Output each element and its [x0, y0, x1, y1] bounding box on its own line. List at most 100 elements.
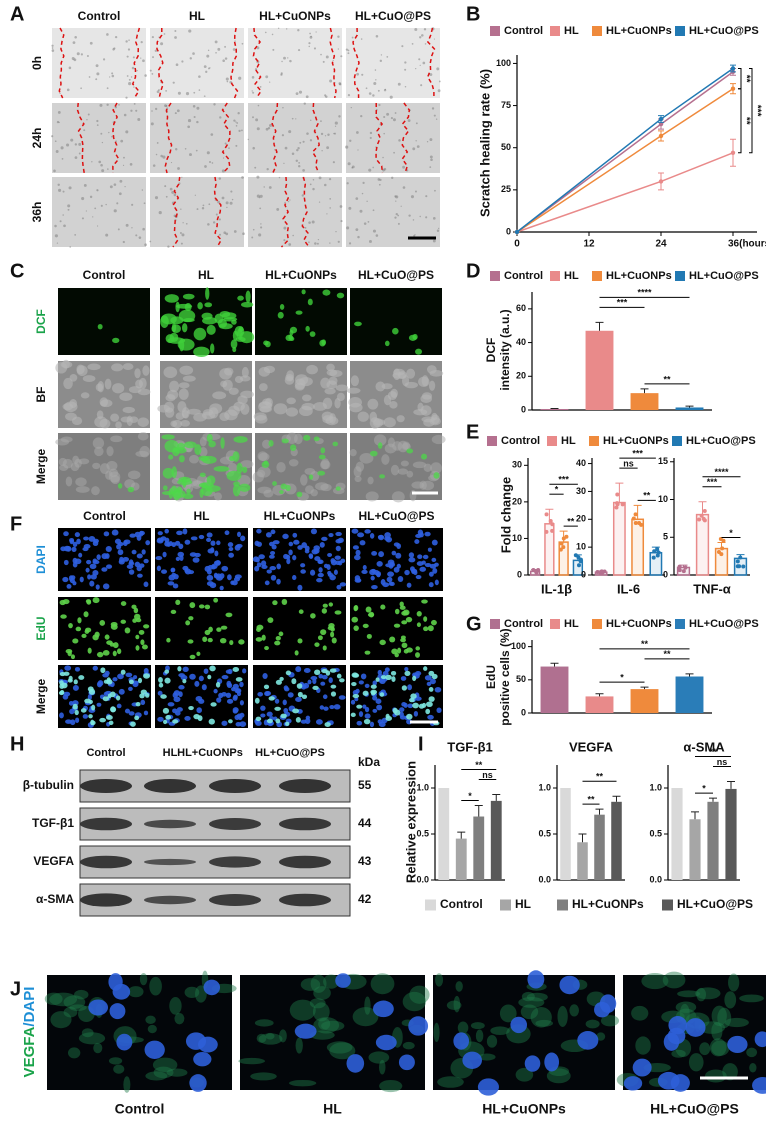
cell [169, 380, 180, 393]
cell-speck [308, 45, 311, 48]
cell [63, 377, 73, 390]
cell [364, 713, 371, 719]
error-bar [578, 833, 587, 843]
group-header: HL [189, 9, 205, 23]
cell-speck [359, 209, 363, 213]
cell [263, 684, 270, 690]
cell [169, 997, 182, 1015]
legend-label: HL+CuO@PS [689, 270, 759, 282]
blot-band [144, 779, 196, 793]
cell [92, 462, 101, 470]
cell-speck [357, 149, 359, 151]
cell-speck [163, 33, 166, 35]
cell-speck [187, 125, 191, 129]
cell-speck [118, 103, 120, 106]
cell [350, 712, 356, 718]
cell [86, 599, 92, 605]
cell-speck [117, 228, 120, 231]
cell-speck [259, 86, 262, 88]
cell [169, 332, 179, 343]
replicate-dot [697, 517, 702, 522]
cell [145, 1071, 168, 1081]
cell [671, 1049, 686, 1058]
y-tick-label: 0.0 [416, 874, 429, 884]
cell [78, 675, 85, 680]
cell [724, 991, 737, 1009]
cell [631, 1005, 649, 1021]
cell [123, 1076, 131, 1093]
cell [430, 678, 436, 685]
cell-speck [187, 118, 192, 123]
cell [72, 684, 79, 691]
cell [361, 569, 368, 575]
cell-speck [429, 73, 433, 77]
cell-speck [397, 214, 400, 217]
micrograph [150, 28, 244, 98]
cell-speck [185, 92, 190, 96]
cell [205, 287, 210, 300]
cell [387, 571, 395, 577]
cell [383, 417, 396, 428]
cell [96, 410, 104, 419]
legend-label: Control [504, 270, 543, 282]
cell [113, 1064, 125, 1074]
cell-speck [310, 119, 312, 122]
cell-speck [221, 169, 225, 173]
cell [391, 676, 396, 683]
cell [219, 585, 224, 591]
sig-label: * [555, 485, 559, 495]
sig-label: ns [623, 458, 634, 468]
cell [711, 1005, 727, 1027]
cell [397, 576, 404, 583]
cell-speck [395, 212, 398, 216]
cell [66, 584, 72, 589]
cell [147, 1024, 157, 1034]
scratch-edge [230, 27, 239, 99]
y-tick-label: 0.5 [416, 828, 429, 838]
cell-speck [254, 166, 257, 169]
cell-speck [68, 66, 72, 70]
cell [177, 551, 185, 558]
cell [288, 549, 293, 556]
cell [112, 677, 118, 682]
cell [338, 695, 346, 700]
cell [75, 477, 87, 487]
cell-speck [100, 132, 103, 135]
cell [182, 293, 195, 300]
cell [105, 546, 112, 553]
cell [419, 480, 427, 491]
cell [180, 419, 191, 427]
cell-speck [150, 122, 154, 126]
cell [308, 554, 314, 559]
cell-speck [269, 123, 272, 127]
stain-part: /DAPI [21, 987, 38, 1027]
cell [221, 692, 227, 697]
cell [117, 483, 123, 489]
replicate-dot [677, 564, 682, 569]
cell [352, 1007, 379, 1027]
cell [245, 290, 251, 303]
cell [199, 436, 207, 447]
cell-speck [422, 61, 426, 65]
y-tick-label: 40 [516, 337, 526, 347]
cell-speck [281, 134, 285, 137]
cell [414, 539, 420, 544]
cell [524, 1055, 541, 1072]
cell [401, 442, 411, 451]
cell [399, 707, 405, 713]
cell [75, 717, 80, 723]
cell [415, 348, 423, 355]
cell [391, 648, 398, 655]
y-tick-label: 20 [516, 371, 526, 381]
cell [711, 1040, 730, 1056]
cell-speck [423, 28, 427, 31]
cell [336, 392, 345, 402]
cell [116, 648, 122, 655]
cell-speck [320, 120, 322, 122]
cell [386, 576, 393, 583]
cell-speck [230, 190, 233, 193]
cell-speck [165, 89, 168, 92]
y-tick-label: 1.0 [416, 782, 429, 792]
cell [87, 574, 92, 580]
kda-value: 42 [358, 892, 372, 906]
